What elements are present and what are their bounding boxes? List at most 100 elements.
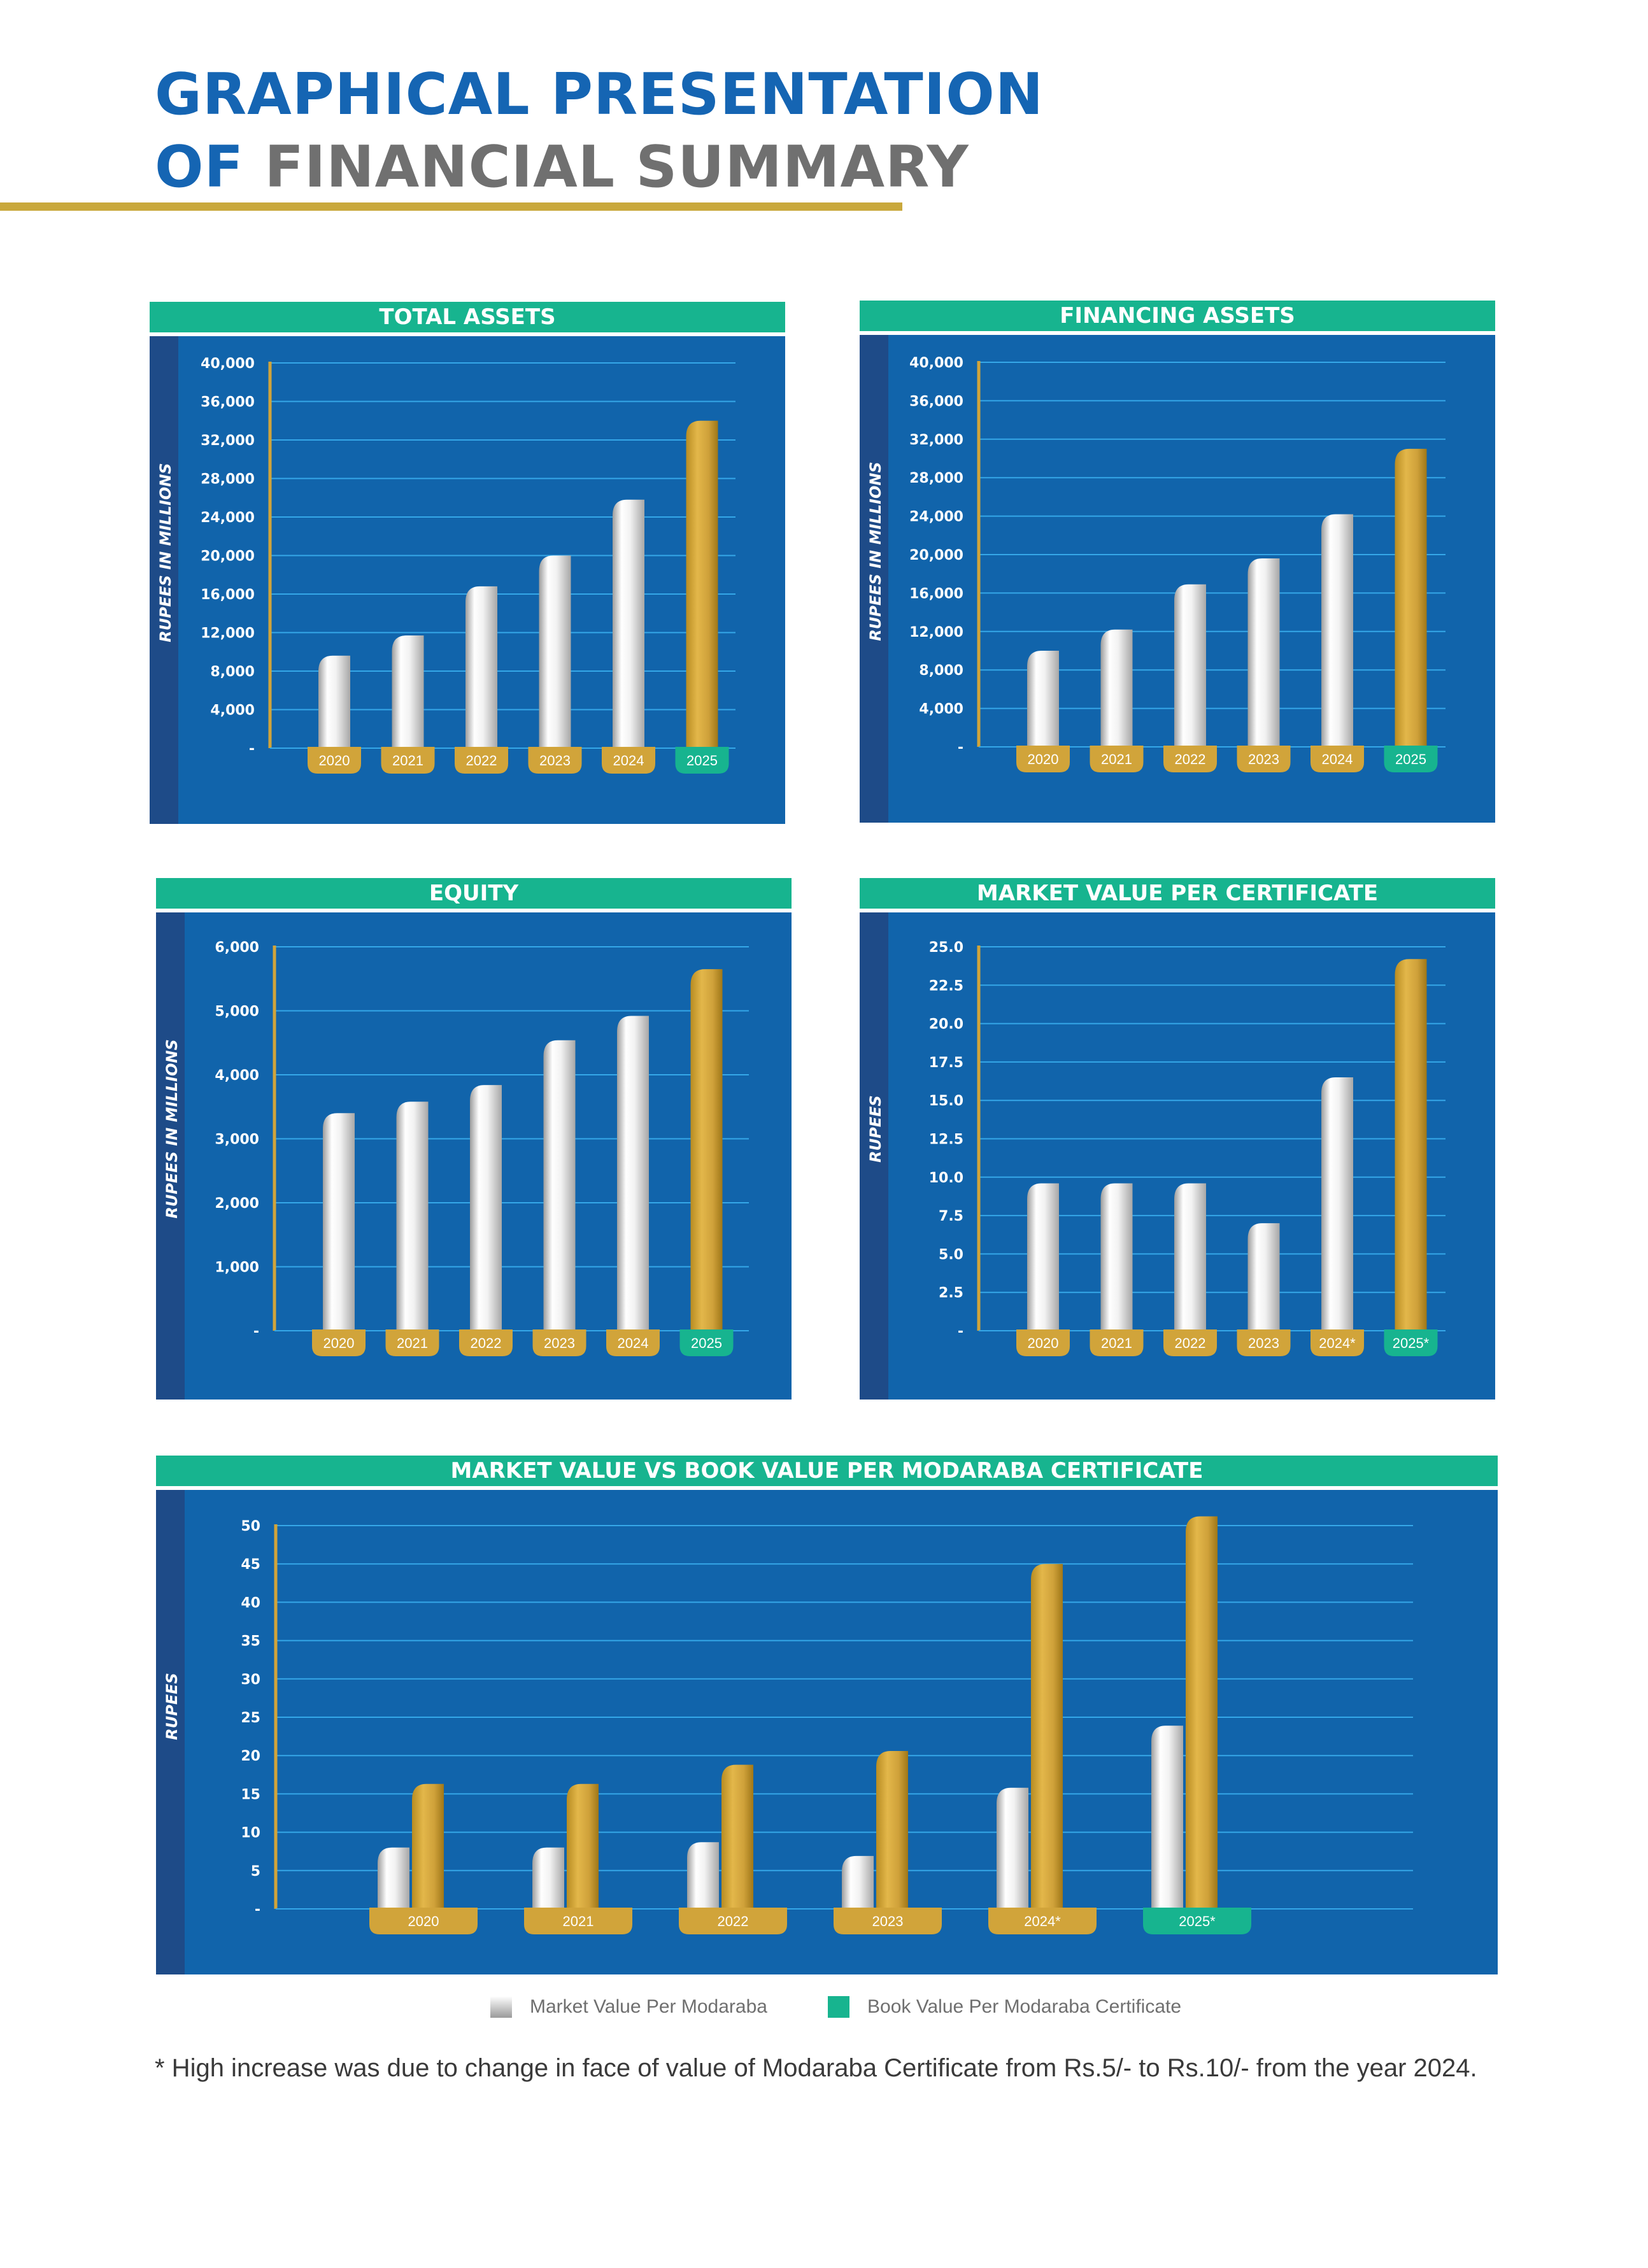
chart-body: RUPEES IN MILLIONS -4,000 8,000 12,000 16,0…	[150, 336, 785, 824]
chart-title: TOTAL ASSETS	[150, 302, 785, 332]
x-tick-label: 2020	[319, 753, 350, 769]
y-tick-label: 40	[241, 1595, 260, 1611]
x-tick-label: 2023	[872, 1913, 904, 1929]
x-tick-label-tab	[1090, 746, 1144, 772]
x-tick-label-tab	[1163, 746, 1217, 772]
legend-market-label: Market Value Per Modaraba	[530, 1996, 767, 2017]
bar-2021	[1100, 629, 1133, 747]
y-tick-label: 20,000	[909, 548, 963, 563]
x-tick-label-tab	[1090, 1329, 1144, 1356]
chart-title: MARKET VALUE PER CERTIFICATE	[860, 878, 1495, 909]
bar-2024	[613, 499, 644, 748]
total-assets-panel: TOTAL ASSETS RUPEES IN MILLIONS -4,000 8,…	[150, 302, 785, 824]
bar-2020	[318, 655, 350, 748]
bar-2021	[392, 635, 424, 748]
bar-chart: - 4,000 8,000 12,000 16,000 20,000 24,000 28,00…	[909, 355, 1446, 772]
x-tick-label: 2020	[408, 1913, 439, 1929]
y-tick-label: 15.0	[929, 1093, 963, 1109]
x-tick-label: 2024*	[1024, 1913, 1061, 1929]
bar-market-2022	[687, 1842, 719, 1909]
chart-body: RUPEES IN MILLIONS -4,000 8,000 12,000 16,0…	[860, 335, 1495, 823]
y-tick-label: 5.0	[939, 1247, 963, 1263]
x-tick-label-tab	[385, 1329, 439, 1356]
y-tick-label: 17.5	[929, 1055, 963, 1071]
y-tick-label: 24,000	[909, 509, 963, 525]
y-tick-label: 40,000	[201, 356, 255, 372]
y-tick-label: 32,000	[201, 433, 255, 449]
y-tick-label: 8,000	[919, 663, 963, 679]
y-tick-label: 4,000	[215, 1068, 259, 1084]
financing-assets-panel: FINANCING ASSETS RUPEES IN MILLIONS -4,0…	[860, 301, 1495, 823]
x-tick-label-tab	[679, 1329, 734, 1356]
y-tick-label: -	[958, 740, 963, 756]
x-tick-label: 2023	[544, 1335, 575, 1351]
x-tick-label-tab	[988, 1908, 1097, 1934]
legend-book-label: Book Value Per Modaraba Certificate	[867, 1996, 1182, 2017]
bar-2024*	[1321, 1077, 1353, 1331]
bar-market-2025*	[1151, 1726, 1183, 1909]
x-tick-label: 2020	[1028, 751, 1059, 767]
bar-2023	[1247, 558, 1280, 747]
x-tick-label: 2021	[563, 1913, 594, 1929]
x-tick-label-tab	[312, 1329, 366, 1356]
y-tick-label: -	[958, 1324, 963, 1340]
y-tick-label: 10	[241, 1825, 260, 1841]
x-tick-label: 2020	[1028, 1335, 1059, 1351]
y-tick-label: 32,000	[909, 432, 963, 448]
y-tick-label: 50	[241, 1519, 260, 1534]
x-tick-label-tab	[381, 747, 435, 774]
bar-2022	[1174, 1183, 1206, 1331]
x-tick-label-tab	[1237, 1329, 1291, 1356]
x-tick-label-tab	[602, 747, 655, 774]
x-tick-label-tab	[1384, 1329, 1438, 1356]
x-tick-label: 2022	[466, 753, 497, 769]
x-tick-label-tab	[834, 1908, 942, 1934]
legend-book: Book Value Per Modaraba Certificate	[828, 1996, 1181, 2018]
x-tick-label: 2021	[1101, 751, 1132, 767]
market-value-panel: MARKET VALUE PER CERTIFICATE RUPEES -2.5…	[860, 878, 1495, 1400]
bar-2025*	[1395, 959, 1427, 1331]
bar-book-2021	[567, 1783, 599, 1909]
x-tick-label-tab	[524, 1908, 632, 1934]
x-tick-label: 2022	[471, 1335, 502, 1351]
y-tick-label: 6,000	[215, 940, 259, 956]
bar-2020	[1027, 1183, 1059, 1331]
bar-2021	[1100, 1183, 1133, 1331]
equity-panel: EQUITY RUPEES IN MILLIONS -1,000 2,000 3,0…	[156, 878, 792, 1400]
x-tick-label-tab	[675, 747, 729, 774]
axis-strip	[150, 336, 178, 824]
y-tick-label: 16,000	[201, 587, 255, 603]
chart-body: RUPEES -2.5 5.0 7.5 10.0 12.5 15.0 17.5 20.0 22.…	[860, 912, 1495, 1400]
y-tick-label: -	[255, 1902, 260, 1918]
x-tick-label-tab	[679, 1908, 787, 1934]
bar-2021	[396, 1102, 429, 1331]
bar-chart: - 1,000 2,000 3,000 4,000 5,000 6,000 2020 2021 2…	[215, 940, 749, 1356]
bar-2022	[1174, 584, 1206, 747]
chart-title: EQUITY	[156, 878, 792, 909]
bar-market-2023	[842, 1855, 874, 1909]
market-vs-book-panel: MARKET VALUE VS BOOK VALUE PER MODARABA …	[156, 1456, 1498, 1974]
y-tick-label: 10.0	[929, 1170, 963, 1186]
x-tick-label: 2021	[1101, 1335, 1132, 1351]
x-tick-label-tab	[455, 747, 508, 774]
y-tick-label: 2,000	[215, 1196, 259, 1212]
bar-2024	[1321, 514, 1353, 747]
x-tick-label: 2025	[691, 1335, 722, 1351]
chart-body: RUPEES -5 10 15 20 25 30 35 40 45 50 2020 2021 2022 2…	[156, 1490, 1498, 1974]
bar-book-2022	[721, 1764, 753, 1909]
y-tick-label: 5	[251, 1864, 260, 1880]
x-tick-label-tab	[369, 1908, 478, 1934]
x-tick-label-tab	[1311, 1329, 1364, 1356]
bar-book-2024*	[1031, 1564, 1063, 1909]
y-tick-label: 1,000	[215, 1260, 259, 1276]
y-tick-label: 15	[241, 1787, 260, 1803]
grouped-bar-chart: - 5 10 15 20 25 30 35 40 45 50 2020 2021 2022 2023 2024…	[241, 1516, 1413, 1934]
y-tick-label: 8,000	[210, 664, 255, 680]
bar-2025	[690, 969, 723, 1331]
y-tick-label: 12,000	[201, 626, 255, 642]
title-line-1: GRAPHICAL PRESENTATION	[155, 61, 1044, 128]
page-title: GRAPHICAL PRESENTATION OF FINANCIAL SUMM…	[155, 59, 1044, 204]
axis-strip	[860, 912, 888, 1400]
x-tick-label: 2022	[718, 1913, 749, 1929]
x-tick-label: 2023	[1248, 751, 1279, 767]
